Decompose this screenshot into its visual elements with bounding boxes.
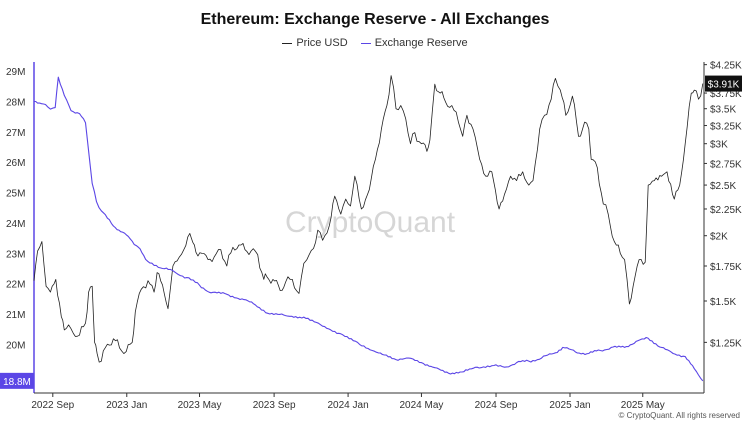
axes-group: [33, 62, 705, 394]
chart-title: Ethereum: Exchange Reserve - All Exchang…: [200, 11, 550, 28]
y-left-tick-label: 26M: [6, 158, 25, 169]
y-left-tick-label: 25M: [6, 189, 25, 200]
badges-group: $3.91K 18.8M: [0, 75, 742, 389]
y-right-tick-label: $1.5K: [710, 297, 736, 308]
x-tick-label: 2024 May: [399, 400, 443, 411]
x-tick-label: 2025 Jan: [549, 400, 590, 411]
x-tick-label: 2024 Sep: [475, 400, 518, 411]
legend-swatch-reserve: [360, 42, 371, 44]
y-left-tick-label: 20M: [6, 340, 25, 351]
y-right-tick-label: $2.25K: [710, 205, 742, 216]
copyright-text: © CryptoQuant. All rights reserved: [618, 411, 741, 420]
ticks-group: 29M 28M 27M 26M 25M 24M 23M 22M 21M 20M $4.25K $3.7…: [6, 61, 742, 411]
y-left-tick-label: 23M: [6, 249, 25, 260]
y-left-tick-label: 28M: [6, 97, 25, 108]
x-tick-label: 2023 May: [178, 400, 222, 411]
y-left-tick-label: 24M: [6, 219, 25, 230]
x-tick-label: 2025 May: [621, 400, 665, 411]
legend-label-reserve: Exchange Reserve: [374, 37, 468, 49]
y-left-tick-label: 22M: [6, 280, 25, 291]
reserve-last-label: 18.8M: [3, 377, 31, 388]
chart-legend: Price USD Exchange Reserve: [0, 37, 750, 49]
x-tick-label: 2023 Jan: [106, 400, 147, 411]
y-left-tick-label: 29M: [6, 67, 25, 78]
legend-item-price[interactable]: Price USD: [282, 37, 348, 49]
y-right-tick-label: $1.75K: [710, 262, 742, 273]
y-right-tick-label: $2.5K: [710, 181, 736, 192]
y-right-tick-label: $3.75K: [710, 89, 742, 100]
y-right-tick-label: $3.25K: [710, 122, 742, 133]
series-line-exchange-reserve: [34, 76, 704, 382]
y-right-tick-label: $2.75K: [710, 159, 742, 170]
y-right-tick-label: $1.25K: [710, 338, 742, 349]
x-tick-label: 2022 Sep: [31, 400, 74, 411]
y-left-tick-label: 27M: [6, 128, 25, 139]
x-tick-label: 2023 Sep: [253, 400, 296, 411]
y-left-tick-label: 21M: [6, 310, 25, 321]
price-last-label: $3.91K: [708, 80, 740, 91]
y-right-tick-label: $3.5K: [710, 105, 736, 116]
y-right-tick-label: $3K: [710, 140, 728, 151]
legend-item-reserve[interactable]: Exchange Reserve: [360, 37, 468, 49]
series-line-price: [33, 75, 704, 363]
y-right-tick-label: $2K: [710, 232, 728, 243]
watermark: CryptoQuant: [285, 206, 456, 239]
y-right-tick-label: $4.25K: [710, 61, 742, 72]
x-tick-label: 2024 Jan: [328, 400, 369, 411]
price-last-badge: [705, 75, 742, 92]
legend-label-price: Price USD: [296, 37, 348, 49]
legend-swatch-price: [282, 42, 293, 44]
series-group: [33, 75, 704, 382]
reserve-last-badge: [0, 372, 34, 389]
